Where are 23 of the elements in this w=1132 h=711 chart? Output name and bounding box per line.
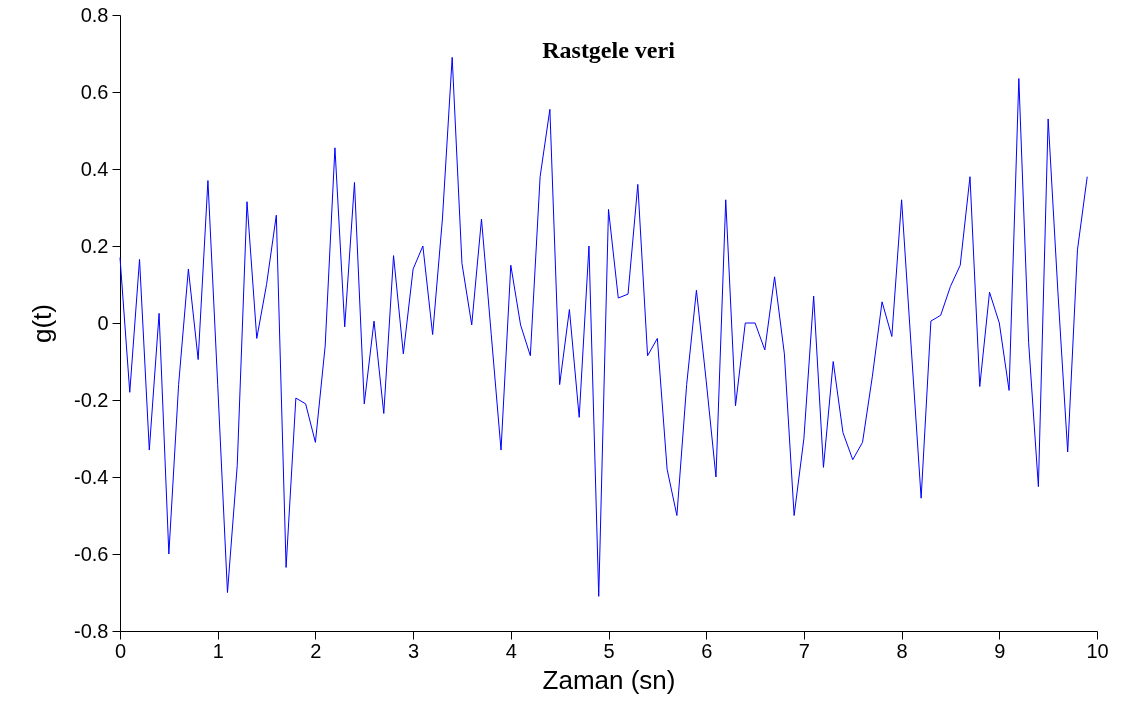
x-tick-label: 8 [896,639,908,662]
y-tick-label: 0 [97,311,109,334]
y-tick-label: 0.4 [80,157,109,180]
x-axis-title: Zaman (sn) [542,664,676,695]
x-tick-label: 9 [994,639,1006,662]
y-tick-label: -0.8 [74,619,109,642]
x-tick-label: 1 [212,639,224,662]
x-tick-label: 5 [603,639,615,662]
y-tick-label: 0.6 [80,80,109,103]
y-tick-label: -0.2 [74,388,109,411]
y-tick-label: 0.8 [80,3,109,26]
text: Rastgele veri [542,37,676,63]
x-tick-label: 10 [1086,639,1109,662]
x-tick-label: 7 [798,639,810,662]
y-axis-title: g(t) [27,304,58,343]
x-tick-label: 4 [505,639,517,662]
y-tick-label: -0.4 [74,465,109,488]
y-tick-label: 0.2 [80,234,109,257]
x-tick-label: 0 [114,639,127,662]
x-tick-label: 2 [310,639,322,662]
x-tick-label: 6 [701,639,713,662]
x-tick-label: 3 [408,639,420,662]
y-tick-label: -0.6 [74,542,109,565]
